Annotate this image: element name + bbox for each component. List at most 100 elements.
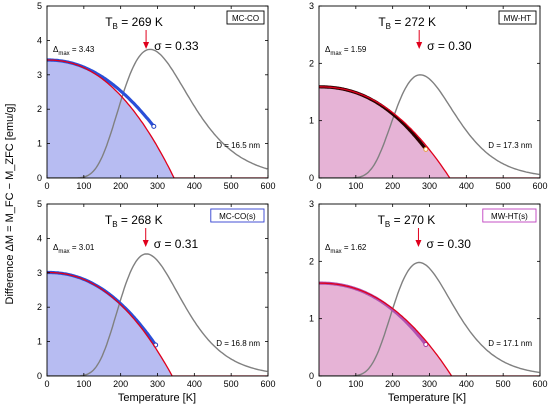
x-tick-label: 400 (187, 181, 202, 191)
delta-value: = 3.01 (70, 243, 95, 252)
delta-subscript: max (58, 51, 69, 57)
plot-area (47, 48, 268, 178)
x-tick-label: 100 (76, 379, 91, 389)
delta-max-label: Δmax = 3.43 (53, 45, 95, 57)
x-tick-label: 400 (187, 379, 202, 389)
y-tick-label: 2 (309, 58, 314, 68)
delta-symbol: Δ (325, 243, 331, 252)
fit-curve (47, 271, 268, 376)
tb-subscript: B (386, 22, 391, 31)
y-tick-label: 3 (37, 268, 42, 278)
tb-subscript: B (112, 220, 117, 229)
lognormal-curve (47, 48, 268, 178)
x-tick-label: 400 (459, 379, 474, 389)
sample-tag-label: MC-CO (232, 14, 259, 23)
x-tick-label: 200 (385, 379, 400, 389)
delta-max-label: Δmax = 1.59 (325, 45, 367, 57)
sigma-label: σ = 0.30 (427, 39, 472, 53)
delta-value: = 1.62 (342, 243, 367, 252)
sample-tag-box (482, 208, 537, 223)
tb-value: = 269 K (118, 15, 163, 29)
y-tick-label: 4 (37, 35, 42, 45)
x-axis-label-left: Temperature [K] (118, 392, 196, 404)
x-tick-label: 300 (422, 379, 437, 389)
blocking-temperature-label: TB = 270 K (378, 213, 436, 229)
sample-tag-box (498, 10, 537, 25)
plot-area (47, 253, 268, 376)
blocking-temperature-label: TB = 268 K (105, 213, 163, 229)
data-end-marker (423, 146, 429, 152)
x-tick-label: 0 (316, 379, 321, 389)
x-tick-label: 200 (113, 379, 128, 389)
y-tick-label: 3 (309, 199, 314, 209)
sample-tag-label: MC-CO(s) (219, 212, 256, 221)
y-tick-label: 2 (37, 104, 42, 114)
y-tick-label: 0 (37, 371, 42, 381)
shaded-area (47, 60, 176, 178)
x-tick-label: 600 (532, 379, 547, 389)
x-tick-label: 400 (459, 181, 474, 191)
sample-tag-label: MW-HT(s) (491, 212, 528, 221)
fit-curve (319, 86, 540, 178)
diameter-label: D = 17.1 nm (488, 339, 532, 348)
delta-value: = 3.43 (70, 45, 95, 54)
blocking-temperature-label: TB = 269 K (105, 15, 163, 31)
tb-subscript: B (113, 22, 118, 31)
x-tick-label: 0 (316, 181, 321, 191)
x-tick-label: 300 (150, 379, 165, 389)
lognormal-curve (47, 253, 268, 376)
y-tick-label: 0 (309, 173, 314, 183)
x-tick-label: 500 (496, 379, 511, 389)
tb-symbol: T (378, 15, 386, 29)
delta-max-label: Δmax = 1.62 (325, 243, 367, 255)
x-tick-label: 500 (224, 181, 239, 191)
delta-subscript: max (330, 51, 341, 57)
x-tick-label: 100 (348, 379, 363, 389)
y-tick-label: 1 (309, 314, 314, 324)
y-tick-label: 3 (309, 1, 314, 11)
x-tick-label: 0 (44, 181, 49, 191)
tb-symbol: T (105, 15, 113, 29)
y-tick-label: 0 (309, 371, 314, 381)
delta-subscript: max (58, 249, 69, 255)
tb-arrow-head (416, 42, 423, 49)
delta-subscript: max (330, 249, 341, 255)
tb-symbol: T (105, 213, 113, 227)
diameter-label: D = 17.3 nm (488, 141, 532, 150)
plot-area (319, 261, 540, 376)
sample-tag-box (226, 10, 265, 25)
y-tick-label: 2 (37, 302, 42, 312)
x-tick-label: 200 (385, 181, 400, 191)
x-tick-label: 600 (260, 379, 275, 389)
blocking-temperature-label: TB = 272 K (378, 15, 436, 31)
sigma-label: σ = 0.33 (154, 39, 199, 53)
y-tick-label: 0 (37, 173, 42, 183)
x-tick-label: 0 (44, 379, 49, 389)
sigma-label: σ = 0.31 (154, 237, 199, 251)
diameter-label: D = 16.5 nm (216, 141, 260, 150)
x-tick-label: 200 (113, 181, 128, 191)
x-tick-label: 600 (260, 181, 275, 191)
panel-2: 0 100 200 300 400 500 600 0 1 2 3 TB = 272 K σ = 0.3… (309, 1, 548, 191)
panel-1: 0 100 200 300 400 500 600 0 1 2 3 4 5 TB = 269 K σ = 0… (37, 1, 276, 191)
tb-arrow-head (415, 240, 422, 247)
diameter-label: D = 16.8 nm (216, 339, 260, 348)
y-tick-label: 2 (309, 256, 314, 266)
x-tick-label: 100 (348, 181, 363, 191)
sample-tag-box (210, 208, 265, 223)
tb-arrow-head (142, 240, 149, 247)
x-tick-label: 100 (76, 181, 91, 191)
x-tick-label: 500 (224, 379, 239, 389)
tb-symbol: T (378, 213, 386, 227)
y-tick-label: 1 (37, 139, 42, 149)
shaded-area (319, 86, 452, 178)
y-tick-label: 5 (37, 199, 42, 209)
y-tick-label: 1 (37, 337, 42, 347)
x-tick-label: 600 (532, 181, 547, 191)
y-tick-label: 5 (37, 1, 42, 11)
fit-curve (47, 59, 268, 178)
tb-subscript: B (385, 220, 390, 229)
x-axis-label-right: Temperature [K] (388, 392, 466, 404)
plot-area (319, 74, 540, 178)
